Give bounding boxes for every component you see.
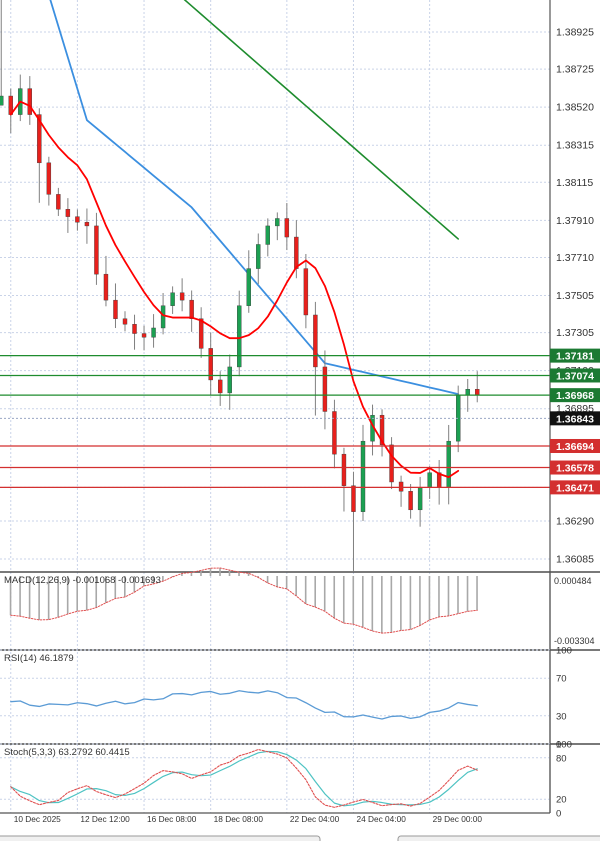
svg-text:0.000484: 0.000484: [554, 576, 592, 586]
svg-text:18 Dec 08:00: 18 Dec 08:00: [214, 814, 264, 824]
svg-text:1.36578: 1.36578: [556, 463, 594, 475]
svg-text:1.36471: 1.36471: [556, 482, 594, 494]
svg-text:MACD(12,26,9) -0.001068 -0.001: MACD(12,26,9) -0.001068 -0.001693: [4, 575, 161, 586]
svg-text:1.36290: 1.36290: [556, 515, 594, 527]
svg-text:RSI(14) 46.1879: RSI(14) 46.1879: [4, 653, 74, 664]
svg-text:29 Dec 00:00: 29 Dec 00:00: [433, 814, 483, 824]
svg-text:80: 80: [556, 753, 567, 764]
svg-text:-0.003304: -0.003304: [554, 636, 595, 646]
svg-text:10 Dec 2025: 10 Dec 2025: [14, 814, 61, 824]
svg-text:1.36843: 1.36843: [556, 413, 594, 425]
svg-text:100: 100: [556, 646, 572, 657]
svg-text:1.37910: 1.37910: [556, 215, 594, 227]
svg-text:1.38925: 1.38925: [556, 27, 594, 39]
svg-text:1.37710: 1.37710: [556, 252, 594, 264]
svg-text:1.36085: 1.36085: [556, 554, 594, 566]
svg-text:0: 0: [556, 809, 561, 820]
svg-text:70: 70: [556, 674, 567, 685]
svg-text:1.38315: 1.38315: [556, 140, 594, 152]
svg-text:1.38520: 1.38520: [556, 102, 594, 114]
svg-text:12 Dec 12:00: 12 Dec 12:00: [80, 814, 130, 824]
svg-text:1.36968: 1.36968: [556, 390, 594, 402]
svg-text:1.36694: 1.36694: [556, 441, 594, 453]
svg-text:1.38725: 1.38725: [556, 64, 594, 76]
svg-text:Stoch(5,3,3) 63.2792 60.4415: Stoch(5,3,3) 63.2792 60.4415: [4, 747, 130, 758]
svg-text:1.37505: 1.37505: [556, 290, 594, 302]
svg-text:1.37074: 1.37074: [556, 370, 594, 382]
svg-text:1.37305: 1.37305: [556, 327, 594, 339]
svg-text:16 Dec 08:00: 16 Dec 08:00: [147, 814, 197, 824]
svg-text:30: 30: [556, 711, 567, 722]
svg-text:20: 20: [556, 795, 567, 806]
svg-text:22 Dec 04:00: 22 Dec 04:00: [290, 814, 340, 824]
svg-text:100: 100: [556, 740, 572, 751]
svg-text:24 Dec 04:00: 24 Dec 04:00: [356, 814, 406, 824]
svg-text:1.37181: 1.37181: [556, 351, 594, 363]
svg-text:1.38115: 1.38115: [556, 177, 593, 189]
